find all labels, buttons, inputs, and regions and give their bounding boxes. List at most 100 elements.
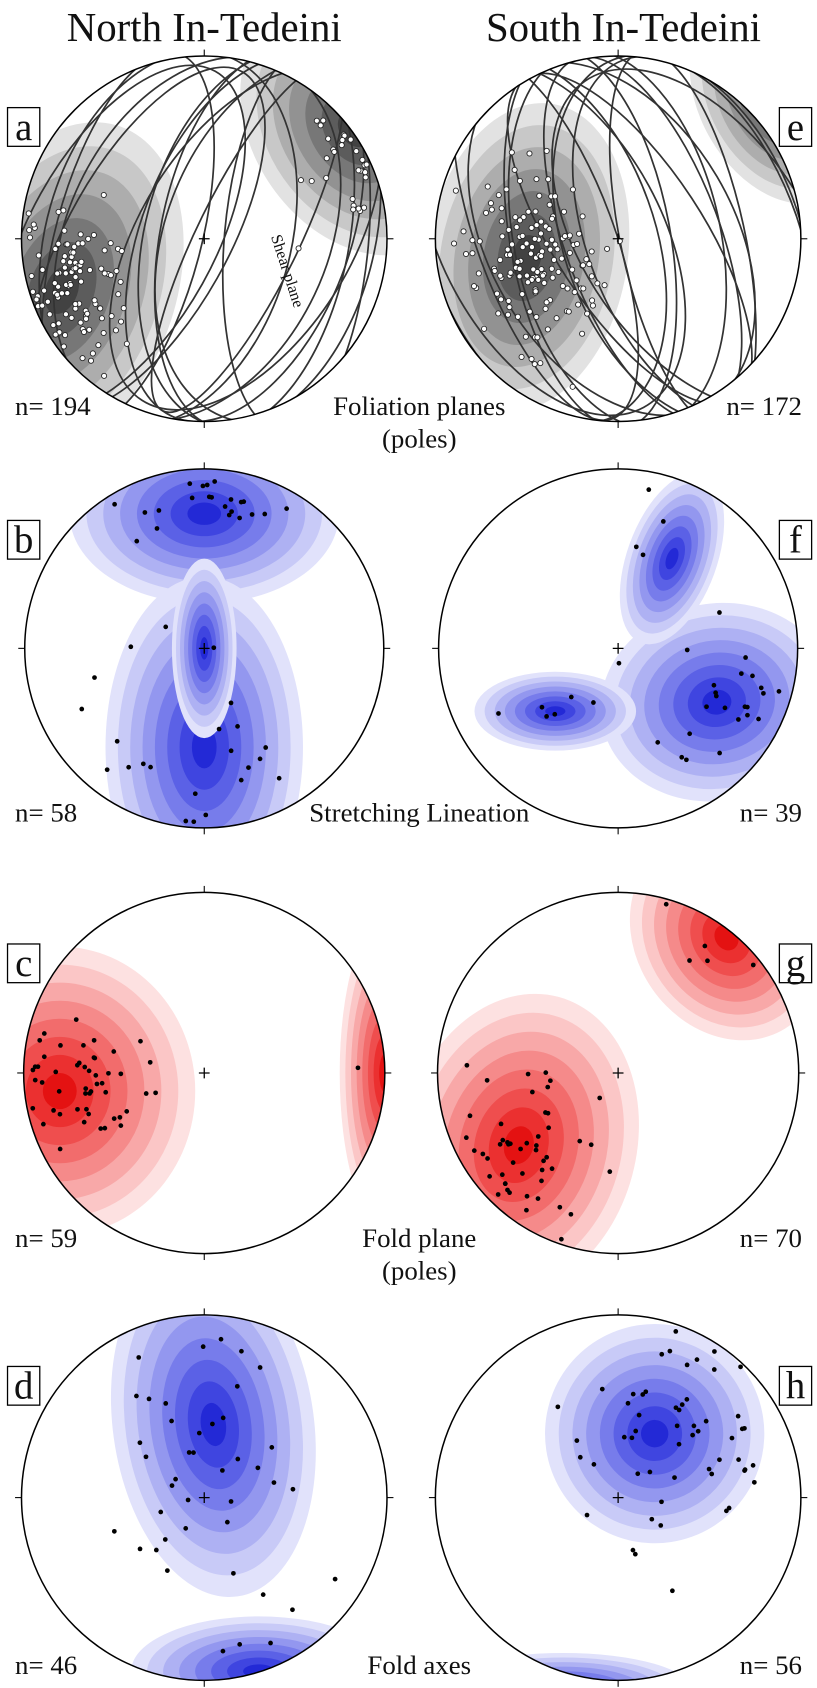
data-point: [35, 252, 42, 259]
data-point: [64, 241, 71, 248]
data-point: [516, 217, 523, 224]
data-point: [497, 256, 504, 263]
data-point: [687, 958, 692, 963]
data-point: [78, 258, 85, 265]
data-point: [484, 183, 491, 190]
data-point: [751, 1479, 757, 1485]
data-point: [513, 224, 520, 231]
data-point: [543, 147, 550, 154]
data-point: [511, 166, 518, 173]
data-point: [325, 135, 332, 142]
data-point: [580, 262, 587, 269]
data-point: [143, 1091, 149, 1096]
data-point: [88, 1089, 94, 1094]
data-point: [78, 278, 85, 285]
great-circle: [137, 56, 382, 422]
data-point: [331, 148, 338, 155]
data-point: [575, 301, 582, 308]
data-point: [84, 1106, 89, 1112]
data-point: [255, 1465, 261, 1471]
data-point: [561, 233, 568, 240]
data-point: [509, 241, 516, 248]
great-circle: [551, 68, 801, 410]
data-point: [339, 137, 346, 144]
data-point: [520, 1171, 525, 1176]
data-point: [452, 187, 459, 194]
center-cross: [198, 1492, 210, 1503]
data-point: [79, 706, 85, 712]
data-point: [153, 1547, 159, 1553]
data-point: [86, 326, 93, 333]
data-point: [569, 186, 576, 193]
data-point: [73, 1017, 79, 1022]
data-point: [147, 1059, 153, 1065]
data-point: [290, 1486, 296, 1492]
data-point: [535, 1134, 541, 1139]
data-point: [228, 748, 234, 754]
data-point: [475, 270, 482, 277]
data-point: [499, 233, 506, 240]
data-point: [776, 689, 782, 694]
data-point: [647, 1469, 653, 1475]
data-point: [649, 1516, 655, 1522]
sample-count: n= 59: [15, 1223, 77, 1253]
data-point: [599, 1386, 605, 1392]
data-point: [39, 302, 46, 309]
data-point: [108, 313, 115, 320]
data-point: [40, 1121, 46, 1127]
data-point: [555, 1404, 561, 1410]
data-point: [98, 265, 105, 272]
data-point: [703, 1418, 709, 1424]
sample-count: n= 56: [740, 1650, 802, 1680]
data-point: [568, 1211, 574, 1217]
data-point: [187, 481, 193, 487]
data-point: [62, 332, 69, 339]
data-point: [209, 494, 215, 500]
data-point: [169, 1483, 175, 1488]
data-point: [559, 1236, 564, 1242]
data-point: [516, 265, 523, 272]
data-point: [183, 1526, 189, 1531]
data-point: [494, 290, 501, 297]
data-point: [742, 704, 748, 710]
data-point: [238, 777, 244, 783]
data-point: [33, 296, 40, 303]
data-point: [200, 1344, 206, 1350]
data-point: [588, 273, 595, 280]
data-point: [126, 764, 132, 770]
data-point: [471, 1148, 477, 1154]
great-circle: [153, 56, 356, 422]
data-point: [750, 1463, 756, 1468]
data-point: [37, 1037, 43, 1043]
panel-label-box: [778, 519, 813, 560]
great-circle: [38, 56, 298, 422]
data-point: [576, 230, 583, 237]
data-point: [257, 1365, 263, 1370]
data-point: [212, 479, 218, 484]
data-point: [525, 208, 532, 215]
data-point: [191, 1450, 196, 1456]
data-point: [588, 248, 595, 255]
data-point: [533, 222, 540, 229]
data-point: [635, 1471, 641, 1477]
data-point: [546, 201, 553, 208]
data-point: [539, 1167, 545, 1173]
data-point: [507, 269, 514, 276]
data-point: [629, 1435, 635, 1441]
center-cross: [612, 642, 624, 654]
data-point: [137, 1546, 143, 1552]
data-point: [524, 1140, 530, 1146]
data-point: [61, 227, 68, 234]
data-point: [632, 1551, 638, 1557]
data-point: [532, 208, 539, 215]
data-point: [87, 357, 95, 364]
data-point: [523, 240, 530, 247]
data-point: [745, 712, 750, 718]
data-point: [544, 326, 551, 333]
data-point: [476, 238, 483, 245]
data-point: [488, 206, 495, 213]
data-point: [81, 1119, 87, 1125]
panel-label: h: [786, 1366, 805, 1408]
data-point: [216, 726, 222, 732]
data-point: [284, 506, 289, 511]
